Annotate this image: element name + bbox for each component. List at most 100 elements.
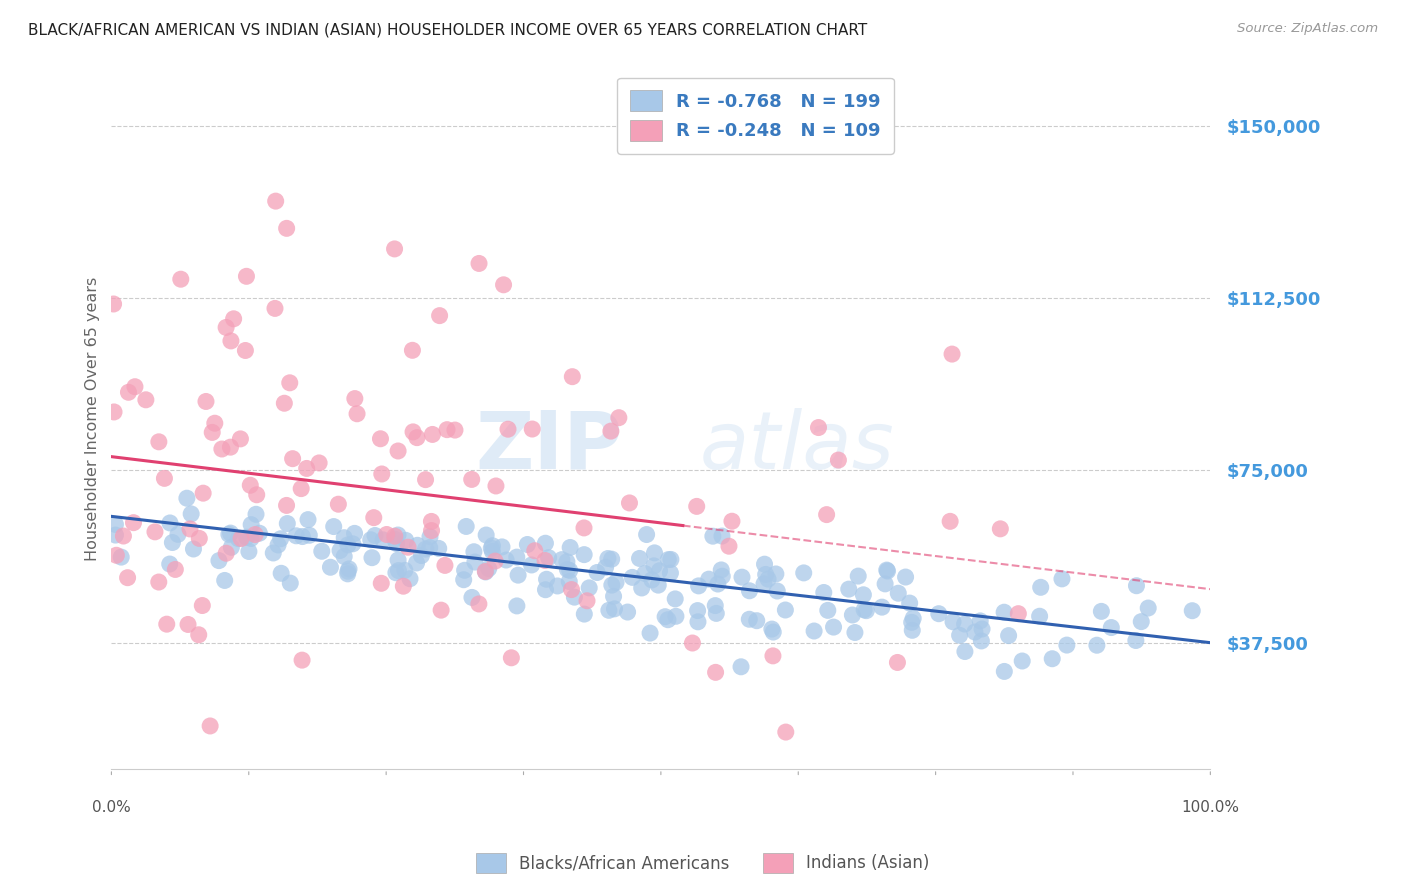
- Point: [576, 594, 599, 608]
- Text: ZIP: ZIP: [475, 408, 623, 486]
- Point: [997, 629, 1019, 643]
- Point: [336, 566, 359, 581]
- Point: [534, 582, 557, 597]
- Point: [491, 540, 513, 554]
- Point: [191, 486, 214, 500]
- Point: [188, 532, 211, 546]
- Point: [555, 555, 578, 569]
- Point: [153, 471, 176, 485]
- Point: [641, 573, 664, 587]
- Point: [249, 526, 271, 541]
- Point: [572, 548, 595, 562]
- Point: [1040, 651, 1063, 665]
- Point: [159, 516, 181, 530]
- Point: [988, 522, 1011, 536]
- Point: [375, 527, 398, 541]
- Point: [179, 522, 201, 536]
- Point: [775, 603, 797, 617]
- Point: [600, 552, 623, 566]
- Point: [876, 564, 898, 578]
- Point: [564, 590, 586, 604]
- Point: [942, 615, 965, 629]
- Point: [215, 320, 238, 334]
- Point: [156, 617, 179, 632]
- Point: [484, 554, 506, 568]
- Point: [560, 582, 582, 597]
- Point: [214, 574, 236, 588]
- Point: [385, 566, 408, 580]
- Point: [430, 603, 453, 617]
- Point: [419, 530, 441, 544]
- Point: [643, 558, 665, 573]
- Point: [686, 604, 709, 618]
- Point: [807, 420, 830, 434]
- Point: [813, 585, 835, 599]
- Point: [702, 529, 724, 543]
- Y-axis label: Householder Income Over 65 years: Householder Income Over 65 years: [86, 277, 100, 561]
- Point: [474, 565, 496, 579]
- Point: [607, 410, 630, 425]
- Point: [578, 581, 600, 595]
- Point: [659, 566, 682, 580]
- Point: [534, 553, 557, 567]
- Point: [427, 541, 450, 556]
- Point: [969, 614, 991, 628]
- Point: [429, 309, 451, 323]
- Point: [710, 563, 733, 577]
- Point: [900, 615, 922, 630]
- Point: [273, 396, 295, 410]
- Point: [270, 566, 292, 581]
- Point: [278, 376, 301, 390]
- Point: [387, 553, 409, 567]
- Point: [844, 625, 866, 640]
- Point: [422, 427, 444, 442]
- Point: [621, 570, 644, 584]
- Point: [1125, 633, 1147, 648]
- Point: [191, 599, 214, 613]
- Point: [463, 545, 485, 559]
- Point: [775, 725, 797, 739]
- Point: [117, 571, 139, 585]
- Point: [392, 579, 415, 593]
- Point: [385, 536, 408, 550]
- Point: [762, 625, 785, 640]
- Point: [704, 665, 727, 680]
- Point: [291, 530, 314, 544]
- Point: [711, 569, 734, 583]
- Point: [384, 529, 406, 543]
- Point: [371, 467, 394, 481]
- Point: [636, 527, 658, 541]
- Point: [659, 552, 682, 566]
- Point: [536, 572, 558, 586]
- Point: [329, 543, 352, 558]
- Point: [336, 564, 359, 578]
- Point: [887, 586, 910, 600]
- Point: [159, 557, 181, 571]
- Point: [616, 605, 638, 619]
- Point: [1007, 607, 1029, 621]
- Point: [143, 524, 166, 539]
- Point: [479, 541, 502, 555]
- Point: [433, 558, 456, 573]
- Point: [707, 577, 730, 591]
- Point: [218, 527, 240, 541]
- Point: [394, 563, 416, 577]
- Point: [558, 574, 581, 589]
- Point: [239, 478, 262, 492]
- Point: [411, 549, 433, 563]
- Point: [600, 578, 623, 592]
- Point: [886, 656, 908, 670]
- Point: [596, 551, 619, 566]
- Point: [238, 544, 260, 558]
- Point: [176, 491, 198, 506]
- Point: [537, 550, 560, 565]
- Point: [681, 636, 703, 650]
- Point: [371, 533, 394, 547]
- Point: [522, 422, 544, 436]
- Point: [370, 576, 392, 591]
- Point: [523, 543, 546, 558]
- Point: [901, 611, 924, 625]
- Text: atlas: atlas: [699, 408, 894, 486]
- Point: [481, 539, 503, 553]
- Point: [322, 519, 344, 533]
